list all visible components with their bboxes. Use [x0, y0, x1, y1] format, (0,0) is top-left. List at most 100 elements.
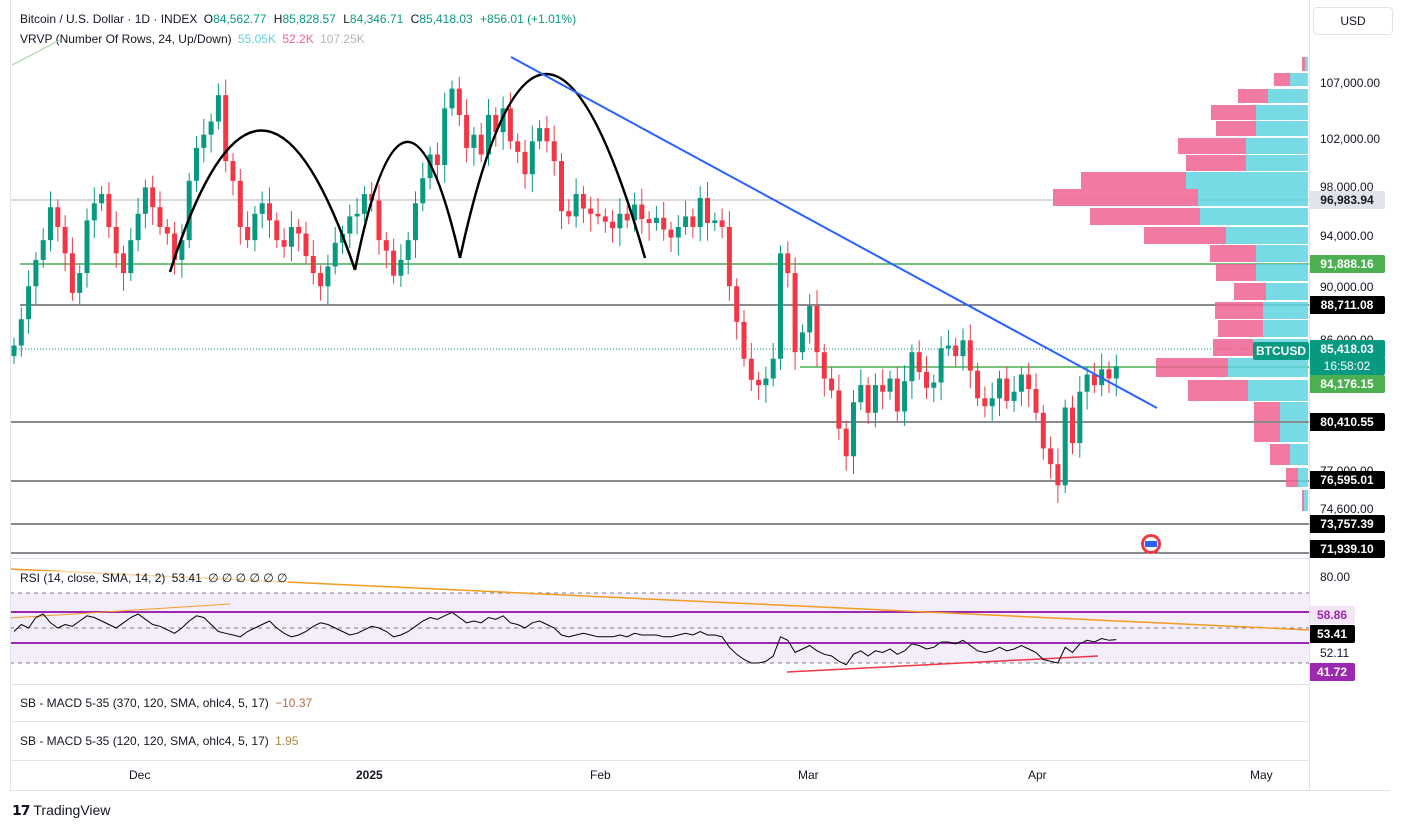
vrvp-up: 55.05K — [237, 32, 277, 46]
vp-down-bar — [1081, 172, 1186, 189]
candle-body — [318, 273, 324, 287]
vp-up-bar — [1228, 358, 1308, 377]
legend-c: C85,418.03 — [410, 12, 473, 26]
downtrend-line — [510, 56, 1158, 409]
candle-body — [916, 352, 922, 372]
vp-down-bar — [1238, 89, 1268, 103]
tag-73757: 73,757.39 — [1309, 515, 1385, 533]
legend-l: L84,346.71 — [343, 12, 404, 26]
vp-up-bar — [1256, 105, 1308, 120]
tag-last-price: 85,418.03 — [1309, 340, 1385, 358]
candle-body — [77, 273, 83, 293]
tag-88711: 88,711.08 — [1309, 296, 1385, 314]
rsi-axis-mid: 52.11 — [1320, 646, 1350, 660]
macd2-legend[interactable]: SB - MACD 5-35 (120, 120, SMA, ohlc4, 5,… — [20, 734, 298, 748]
pane-divider[interactable] — [10, 721, 1310, 722]
pane-divider[interactable] — [10, 684, 1310, 685]
vp-down-bar — [1302, 57, 1305, 71]
vp-up-bar — [1186, 172, 1308, 189]
vp-down-bar — [1178, 138, 1246, 154]
candle-body — [420, 178, 426, 204]
price-axis-label: 98,000.00 — [1320, 180, 1374, 194]
candle-body — [62, 226, 68, 254]
rsi-tag-upper: 58.86 — [1309, 606, 1355, 624]
price-axis-border — [1309, 0, 1310, 790]
tradingview-logo[interactable]: 𝟭𝟳 TradingView — [12, 802, 110, 819]
rsi-tag-value: 53.41 — [1309, 625, 1355, 643]
candle-body — [1018, 374, 1024, 392]
legend-symbol[interactable]: Bitcoin / U.S. Dollar · 1D · INDEX — [20, 12, 198, 26]
candle-body — [434, 154, 440, 166]
vrvp-label: VRVP (Number Of Rows, 24, Up/Down) — [20, 32, 232, 46]
candle-body — [1062, 407, 1068, 486]
macd1-legend[interactable]: SB - MACD 5-35 (370, 120, SMA, ohlc4, 5,… — [20, 696, 312, 710]
vp-up-bar — [1246, 155, 1308, 171]
candle-body — [551, 141, 557, 162]
rsi-chart[interactable] — [0, 560, 1310, 685]
candle-body — [697, 197, 703, 227]
candle-body — [865, 385, 871, 413]
vp-down-bar — [1090, 208, 1200, 225]
time-label: May — [1250, 768, 1273, 782]
candle-body — [245, 226, 251, 241]
flag-icon[interactable] — [1141, 534, 1161, 554]
vp-down-bar — [1218, 320, 1263, 337]
currency-button[interactable]: USD — [1313, 7, 1393, 35]
vp-up-bar — [1268, 89, 1308, 103]
vp-down-bar — [1216, 264, 1256, 281]
tag-91888: 91,888.16 — [1309, 255, 1385, 273]
candle-body — [1026, 374, 1032, 390]
candle-body — [836, 390, 842, 429]
candle-body — [566, 211, 572, 217]
candle-body — [661, 217, 667, 230]
candle-body — [310, 255, 316, 274]
candle-body — [872, 385, 878, 413]
candle-body — [230, 161, 236, 181]
candle-body — [668, 229, 674, 238]
candle-body — [1077, 391, 1083, 444]
candle-body — [1084, 374, 1090, 392]
candle-body — [288, 226, 294, 247]
candle-body — [172, 233, 178, 260]
vp-up-bar — [1304, 490, 1308, 511]
candle-body — [945, 345, 951, 349]
legend-vrvp[interactable]: VRVP (Number Of Rows, 24, Up/Down) 55.05… — [20, 32, 365, 46]
candle-body — [208, 121, 214, 135]
pane-divider[interactable] — [10, 558, 1310, 559]
vp-up-bar — [1246, 138, 1308, 154]
price-axis-label: 107,000.00 — [1320, 76, 1381, 90]
candle-body — [179, 240, 185, 260]
macd2-value: 1.95 — [275, 734, 299, 748]
main-chart[interactable] — [0, 0, 1310, 560]
candle-body — [383, 240, 389, 251]
candle-body — [361, 194, 367, 214]
candle-body — [953, 345, 959, 357]
candle-body — [997, 378, 1002, 399]
pane-divider[interactable] — [10, 760, 1310, 761]
rsi-legend[interactable]: RSI (14, close, SMA, 14, 2) 53.41 ∅ ∅ ∅ … — [20, 571, 288, 585]
candle-body — [632, 204, 637, 221]
bottom-border — [10, 790, 1390, 791]
candle-body — [413, 203, 418, 241]
candle-body — [734, 286, 740, 322]
candle-body — [683, 216, 689, 227]
candle-body — [763, 378, 769, 386]
candle-body — [296, 226, 302, 234]
candle-body — [829, 378, 835, 391]
volume-profile — [1053, 57, 1308, 511]
vp-up-bar — [1266, 283, 1308, 300]
vp-down-bar — [1215, 302, 1263, 319]
candle-body — [544, 128, 550, 142]
candle-body — [778, 253, 783, 359]
candle-body — [347, 216, 353, 234]
candle-body — [391, 250, 397, 276]
candle-body — [602, 216, 608, 222]
vp-down-bar — [1053, 189, 1198, 206]
legend-o: O84,562.77 — [203, 12, 267, 26]
candle-body — [814, 306, 820, 353]
candle-body — [909, 352, 915, 382]
candle-body — [573, 194, 579, 217]
candle-body — [55, 207, 61, 227]
candle-body — [989, 398, 995, 407]
candle-body — [150, 187, 156, 208]
